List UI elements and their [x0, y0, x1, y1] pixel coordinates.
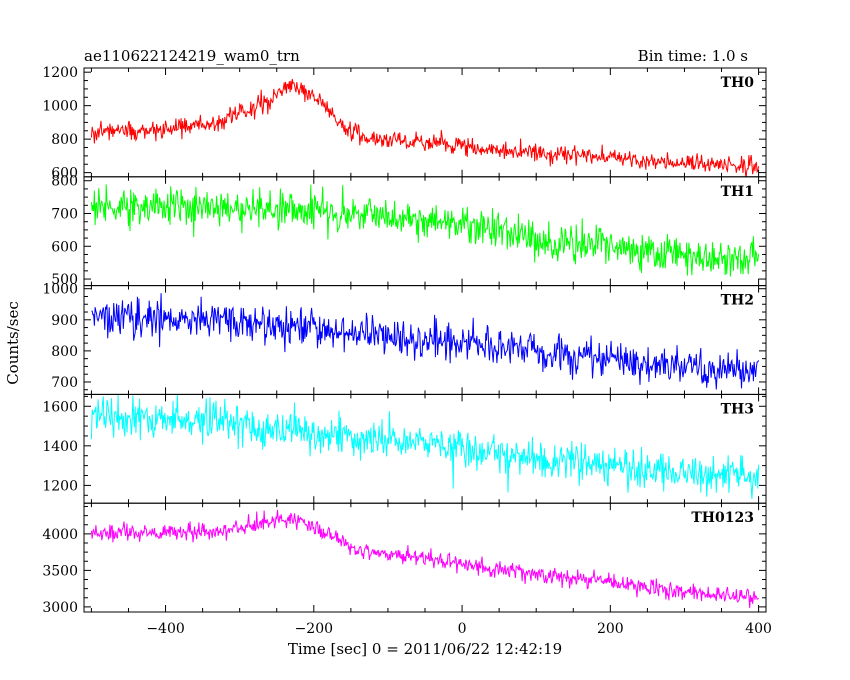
panel-frame [83, 502, 767, 613]
light-curve-th0 [90, 78, 760, 177]
y-tick-label: 900 [51, 313, 78, 329]
light-curve-th3 [90, 394, 760, 499]
y-tick-label: 600 [51, 239, 78, 255]
x-axis-label: Time [sec] 0 = 2011/06/22 12:42:19 [288, 640, 562, 658]
y-tick-label: 4000 [42, 527, 78, 543]
panel-label: TH0 [721, 75, 755, 91]
light-curve-th2 [91, 293, 760, 390]
panel-frame [83, 176, 767, 287]
x-tick-label: −200 [295, 621, 333, 637]
y-tick-label: 800 [51, 174, 78, 190]
x-tick-label: 0 [458, 621, 467, 637]
y-tick-label: 3000 [42, 600, 78, 616]
panel-th0: 600 800 1000 1200 TH0 [42, 65, 767, 182]
y-tick-label: 1400 [42, 439, 78, 455]
y-tick-label: 1200 [42, 65, 78, 81]
light-curve-th0123 [90, 509, 759, 609]
x-tick-label: 400 [745, 621, 772, 637]
y-axis-label: Counts/sec [4, 301, 22, 385]
panel-th2: 700 800 900 1000 TH2 [42, 282, 767, 395]
y-tick-label: 800 [51, 344, 78, 360]
y-tick-label: 800 [51, 132, 78, 148]
y-tick-label: 600 [51, 166, 78, 182]
panel-label: TH0123 [691, 510, 754, 526]
panels: 60080010001200TH0500600700800TH170080090… [42, 65, 767, 616]
panel-label: TH3 [721, 401, 754, 417]
panel-label: TH2 [721, 293, 754, 309]
x-tick-label: 200 [597, 621, 624, 637]
y-tick-label: 1000 [42, 99, 78, 115]
y-tick-label: 500 [51, 272, 78, 288]
y-tick-label: 1000 [42, 282, 78, 298]
bin-time-label: Bin time: 1.0 s [638, 47, 748, 65]
panel-th1: 500 600 700 800 TH1 [51, 174, 767, 288]
panel-th3: 1200 1400 1600 TH3 [42, 393, 767, 504]
x-tick-label: −400 [146, 621, 184, 637]
y-tick-label: 700 [51, 375, 78, 391]
y-tick-label: 700 [51, 207, 78, 223]
y-tick-label: 1600 [42, 399, 78, 415]
x-axis: −400 −200 0 200 400 [146, 621, 772, 637]
y-tick-label: 3500 [42, 563, 78, 579]
y-tick-label: 1200 [42, 478, 78, 494]
panel-label: TH1 [721, 184, 754, 200]
panel-th0123: 3000 3500 4000 TH0123 [42, 502, 767, 616]
chart-title: ae110622124219_wam0_trn [84, 47, 300, 65]
light-curve-th1 [90, 184, 760, 277]
